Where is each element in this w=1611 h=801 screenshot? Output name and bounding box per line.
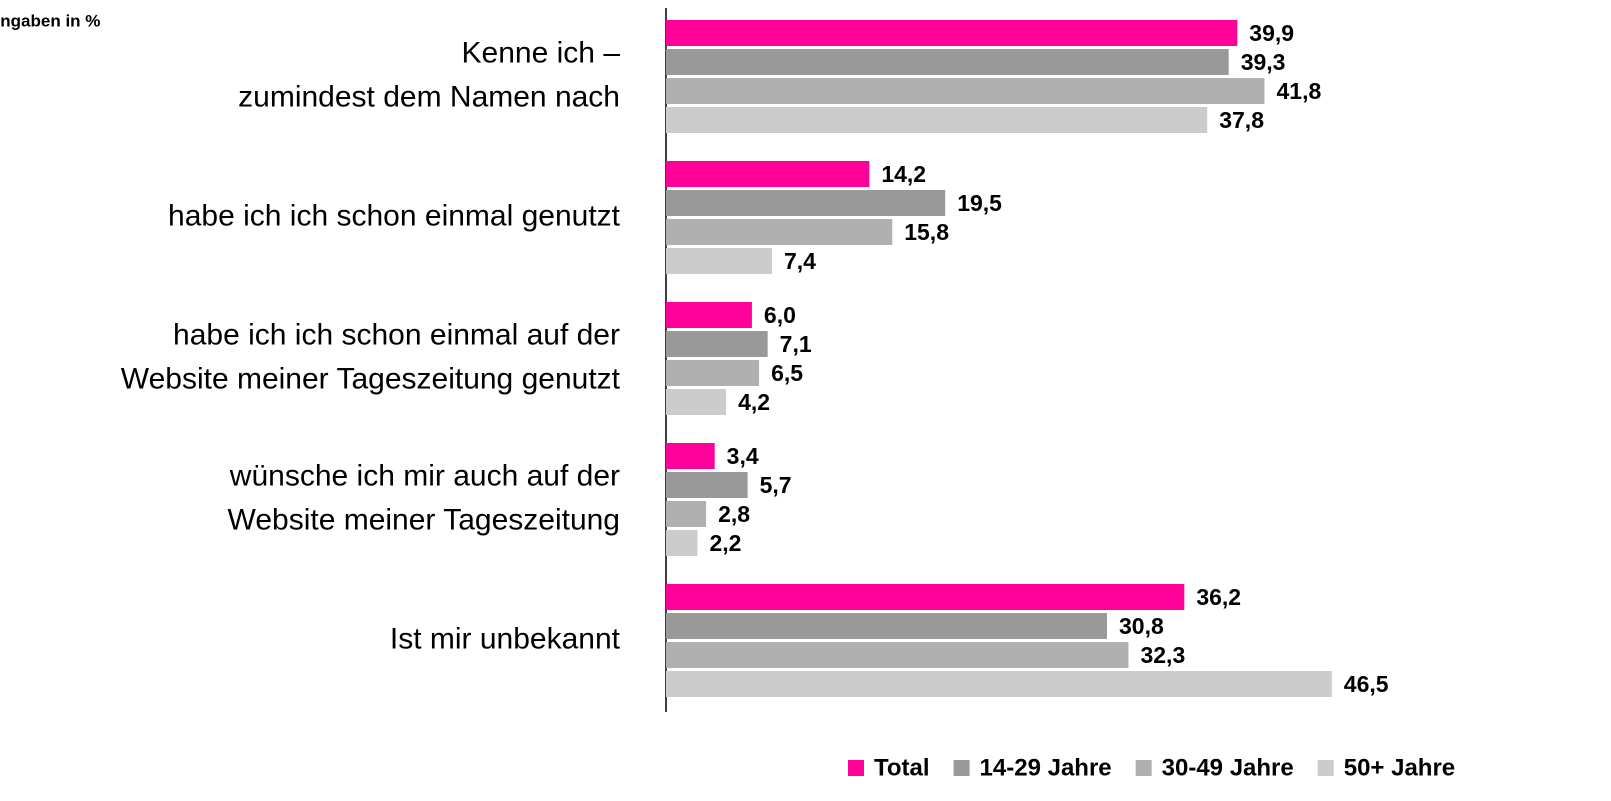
value-label: 46,5 — [1344, 671, 1389, 697]
legend-swatch — [1317, 760, 1334, 776]
bar — [666, 642, 1129, 668]
bar — [666, 671, 1332, 697]
category-label: wünsche ich mir auch auf der — [229, 459, 620, 492]
category-label: Kenne ich – — [462, 36, 621, 69]
category-label: Website meiner Tageszeitung genutzt — [121, 362, 621, 395]
legend-swatch — [953, 760, 970, 776]
category-label: Website meiner Tageszeitung — [228, 503, 620, 536]
value-label: 3,4 — [727, 443, 759, 469]
bar — [666, 248, 772, 274]
value-label: 37,8 — [1219, 107, 1264, 133]
bar — [666, 389, 727, 415]
value-label: 36,2 — [1196, 584, 1241, 610]
bar — [666, 472, 748, 498]
category-label: Ist mir unbekannt — [390, 622, 621, 655]
bar — [666, 78, 1265, 104]
category-label: zumindest dem Namen nach — [238, 80, 620, 113]
bar — [666, 302, 752, 328]
value-label: 19,5 — [957, 190, 1002, 216]
bar — [666, 49, 1229, 75]
value-label: 39,3 — [1241, 49, 1286, 75]
value-label: 39,9 — [1249, 20, 1294, 46]
value-label: 30,8 — [1119, 613, 1164, 639]
bar — [666, 161, 870, 187]
value-label: 15,8 — [904, 219, 949, 245]
bar — [666, 219, 893, 245]
legend-swatch — [1135, 760, 1152, 776]
value-label: 2,2 — [710, 530, 742, 556]
bar — [666, 501, 707, 527]
bar — [666, 584, 1185, 610]
value-label: 7,4 — [784, 248, 816, 274]
bar — [666, 530, 698, 556]
value-label: 6,0 — [764, 302, 796, 328]
legend-label: Total — [874, 754, 930, 781]
value-label: 41,8 — [1277, 78, 1322, 104]
bar — [666, 443, 715, 469]
chart-title: Angaben in % — [0, 11, 100, 30]
value-label: 2,8 — [718, 501, 750, 527]
value-label: 14,2 — [881, 161, 926, 187]
category-label: habe ich ich schon einmal auf der — [173, 318, 620, 351]
value-label: 4,2 — [738, 389, 770, 415]
bar — [666, 190, 946, 216]
bar — [666, 107, 1208, 133]
legend-label: 14-29 Jahre — [980, 754, 1112, 781]
value-label: 6,5 — [771, 360, 803, 386]
category-label: habe ich ich schon einmal genutzt — [168, 199, 621, 232]
value-label: 32,3 — [1140, 642, 1185, 668]
value-label: 7,1 — [780, 331, 812, 357]
value-label: 5,7 — [760, 472, 792, 498]
bar — [666, 331, 768, 357]
legend-label: 50+ Jahre — [1344, 754, 1455, 781]
bar — [666, 613, 1107, 639]
bar — [666, 20, 1238, 46]
bar — [666, 360, 760, 386]
legend-label: 30-49 Jahre — [1162, 754, 1294, 781]
legend-swatch — [848, 760, 864, 776]
